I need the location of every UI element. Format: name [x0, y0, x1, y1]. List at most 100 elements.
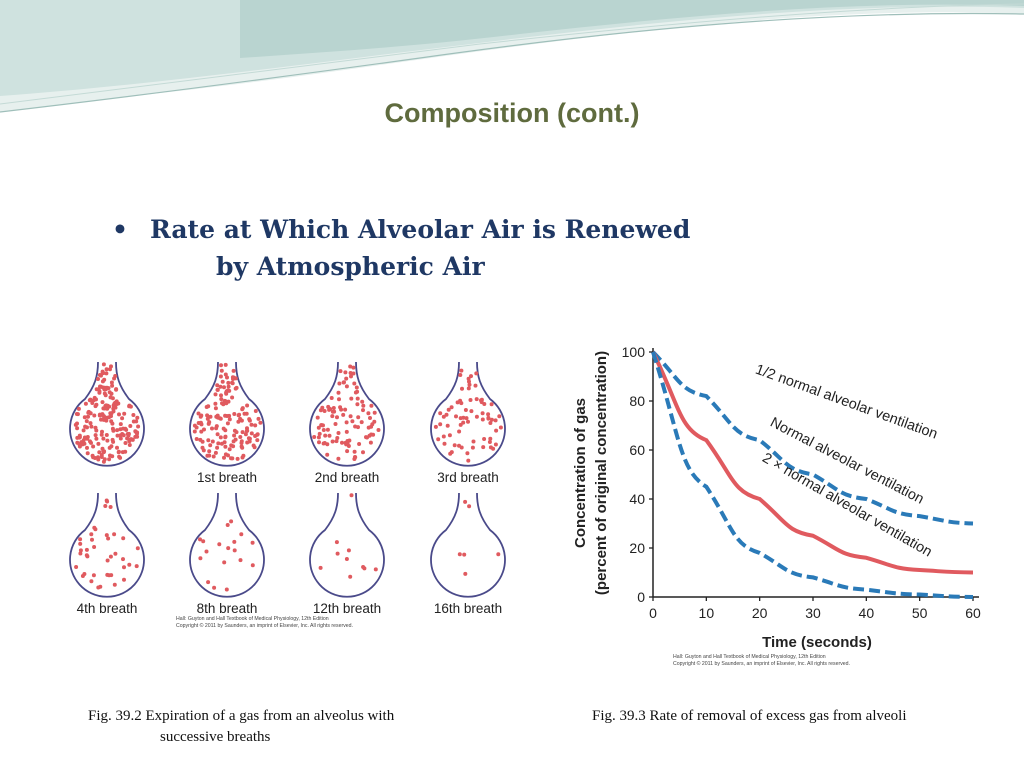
figure-caption-right: Fig. 39.3 Rate of removal of excess gas …	[592, 708, 907, 724]
gas-molecule-dot	[343, 407, 348, 412]
gas-molecule-dot	[479, 400, 484, 405]
gas-molecule-dot	[233, 386, 238, 391]
gas-molecule-dot	[461, 420, 466, 425]
gas-molecule-dot	[458, 398, 463, 403]
gas-molecule-dot	[100, 429, 104, 434]
gas-molecule-dot	[349, 493, 354, 498]
gas-molecule-dot	[354, 385, 359, 390]
gas-molecule-dot	[348, 414, 353, 419]
gas-molecule-dot	[232, 548, 237, 553]
gas-molecule-dot	[218, 384, 223, 389]
gas-molecule-dot	[460, 386, 464, 391]
gas-molecule-dot	[372, 419, 377, 424]
gas-molecule-dot	[97, 389, 102, 394]
chart-y-tick-label: 0	[637, 589, 645, 605]
gas-molecule-dot	[355, 396, 360, 401]
gas-molecule-dot	[121, 433, 126, 438]
gas-molecule-dot	[344, 384, 349, 389]
gas-molecule-dot	[312, 435, 317, 439]
gas-molecule-dot	[335, 436, 340, 440]
gas-molecule-dot	[113, 374, 118, 378]
gas-molecule-dot	[463, 571, 468, 576]
gas-molecule-dot	[336, 390, 341, 395]
gas-molecule-dot	[101, 362, 106, 367]
chart-y-tick-label: 60	[629, 442, 645, 458]
gas-molecule-dot	[108, 554, 113, 559]
gas-molecule-dot	[346, 548, 351, 553]
gas-molecule-dot	[465, 451, 470, 456]
gas-molecule-dot	[467, 379, 471, 384]
gas-molecule-dot	[470, 445, 475, 450]
gas-molecule-dot	[82, 441, 87, 446]
gas-molecule-dot	[438, 422, 443, 427]
chart-x-tick-label: 20	[752, 605, 768, 621]
gas-molecule-dot	[215, 383, 220, 388]
gas-molecule-dot	[459, 368, 464, 373]
gas-molecule-dot	[74, 565, 79, 569]
gas-molecule-dot	[126, 431, 131, 436]
figure-caption-left-line1: Fig. 39.2 Expiration of a gas from an al…	[88, 708, 395, 724]
gas-molecule-dot	[88, 397, 93, 402]
gas-molecule-dot	[206, 404, 211, 409]
gas-molecule-dot	[474, 414, 479, 419]
gas-molecule-dot	[83, 401, 88, 406]
gas-molecule-dot	[88, 421, 93, 426]
gas-molecule-dot	[201, 448, 206, 453]
gas-molecule-dot	[223, 372, 228, 377]
gas-molecule-dot	[194, 437, 199, 441]
gas-molecule-dot	[457, 552, 462, 557]
gas-molecule-dot	[315, 415, 320, 420]
gas-molecule-dot	[351, 365, 356, 370]
gas-molecule-dot	[372, 410, 377, 415]
gas-molecule-dot	[136, 424, 141, 429]
gas-molecule-dot	[86, 414, 90, 419]
gas-molecule-dot	[215, 432, 220, 437]
gas-molecule-dot	[469, 374, 473, 379]
gas-molecule-dot	[78, 551, 83, 556]
gas-molecule-dot	[118, 422, 123, 427]
gas-molecule-dot	[78, 537, 83, 542]
gas-molecule-dot	[239, 441, 244, 445]
chart-y-tick-label: 40	[629, 491, 645, 507]
gas-molecule-dot	[120, 450, 125, 455]
gas-molecule-dot	[100, 370, 105, 375]
chart-credit-line2: Copyright © 2011 by Saunders, an imprint…	[673, 660, 850, 667]
gas-molecule-dot	[316, 425, 321, 430]
gas-molecule-dot	[81, 438, 86, 443]
chart-x-tick-label: 60	[965, 605, 981, 621]
gas-molecule-dot	[464, 416, 469, 421]
gas-molecule-dot	[227, 388, 232, 393]
gas-molecule-dot	[338, 369, 343, 374]
gas-molecule-dot	[446, 407, 451, 412]
gas-molecule-dot	[497, 414, 502, 419]
gas-molecule-dot	[226, 546, 231, 551]
gas-molecule-dot	[441, 434, 446, 439]
gas-molecule-dot	[245, 440, 250, 445]
gas-molecule-dot	[128, 404, 133, 409]
gas-molecule-dot	[89, 532, 94, 537]
breath-label-3: 3rd breath	[437, 470, 499, 485]
gas-molecule-dot	[111, 409, 116, 414]
gas-molecule-dot	[345, 439, 350, 443]
gas-molecule-dot	[330, 414, 335, 419]
gas-molecule-dot	[102, 391, 107, 396]
gas-molecule-dot	[104, 433, 109, 437]
gas-molecule-dot	[113, 551, 118, 556]
gas-molecule-dot	[97, 450, 102, 455]
gas-molecule-dot	[233, 437, 238, 442]
gas-molecule-dot	[234, 430, 239, 435]
gas-molecule-dot	[135, 434, 140, 439]
gas-molecule-dot	[215, 415, 220, 420]
gas-molecule-dot	[134, 564, 139, 569]
gas-molecule-dot	[356, 415, 361, 420]
gas-molecule-dot	[491, 446, 496, 451]
breath-label-8: 8th breath	[197, 601, 258, 616]
gas-molecule-dot	[205, 416, 210, 421]
gas-molecule-dot	[127, 439, 132, 444]
alveolus-outline	[189, 362, 265, 467]
alveolus-outline	[69, 362, 145, 467]
gas-molecule-dot	[323, 433, 328, 438]
figure-credit-line2: Copyright © 2011 by Saunders, an imprint…	[176, 622, 353, 629]
gas-molecule-dot	[202, 427, 206, 432]
